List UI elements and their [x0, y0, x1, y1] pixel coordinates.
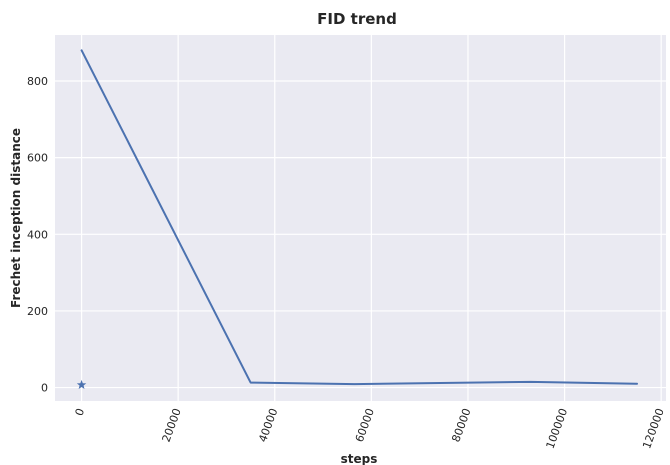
- y-tick-label: 200: [27, 305, 48, 318]
- x-tick-label: 80000: [449, 407, 473, 444]
- x-axis-label: steps: [341, 452, 378, 465]
- x-tick-label: 60000: [353, 407, 377, 444]
- series-layer: [76, 49, 639, 389]
- y-axis-label: Frechet inception distance: [9, 128, 23, 308]
- y-tick-label: 800: [27, 75, 48, 88]
- x-axis-ticks: 0 20000 40000 60000 80000 100000 120000: [73, 407, 667, 451]
- series-line: [80, 49, 639, 386]
- y-axis-ticks: 0 200 400 600 800: [27, 75, 48, 395]
- y-tick-label: 0: [41, 382, 48, 395]
- y-tick-label: 400: [27, 228, 48, 241]
- y-tick-label: 600: [27, 152, 48, 165]
- x-tick-label: 0: [73, 407, 88, 418]
- x-tick-label: 40000: [256, 407, 280, 444]
- star-marker-point: [76, 379, 87, 389]
- x-tick-label: 120000: [640, 407, 667, 451]
- grid: [55, 35, 666, 401]
- x-tick-label: 100000: [544, 407, 571, 451]
- x-tick-label: 20000: [160, 407, 184, 444]
- chart-title: FID trend: [317, 10, 397, 28]
- plot-area: [55, 35, 666, 401]
